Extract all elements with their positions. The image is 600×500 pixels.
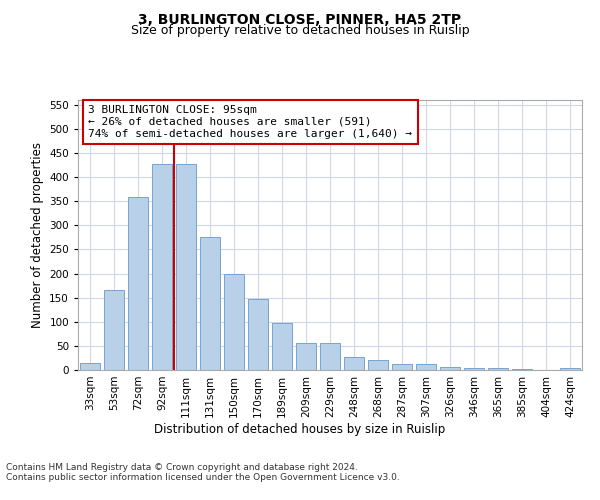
Text: Size of property relative to detached houses in Ruislip: Size of property relative to detached ho…	[131, 24, 469, 37]
Y-axis label: Number of detached properties: Number of detached properties	[31, 142, 44, 328]
Bar	[248, 298, 268, 370]
Bar	[392, 364, 412, 370]
Bar	[344, 356, 364, 370]
Bar	[152, 164, 172, 370]
Bar	[176, 164, 196, 370]
Bar	[464, 368, 484, 370]
Text: Distribution of detached houses by size in Ruislip: Distribution of detached houses by size …	[154, 422, 446, 436]
Bar	[560, 368, 580, 370]
Bar	[104, 290, 124, 370]
Bar	[224, 274, 244, 370]
Bar	[368, 360, 388, 370]
Text: Contains HM Land Registry data © Crown copyright and database right 2024.
Contai: Contains HM Land Registry data © Crown c…	[6, 462, 400, 482]
Bar	[416, 364, 436, 370]
Bar	[296, 344, 316, 370]
Text: 3 BURLINGTON CLOSE: 95sqm
← 26% of detached houses are smaller (591)
74% of semi: 3 BURLINGTON CLOSE: 95sqm ← 26% of detac…	[88, 106, 412, 138]
Bar	[488, 368, 508, 370]
Bar	[200, 238, 220, 370]
Text: 3, BURLINGTON CLOSE, PINNER, HA5 2TP: 3, BURLINGTON CLOSE, PINNER, HA5 2TP	[139, 12, 461, 26]
Bar	[320, 344, 340, 370]
Bar	[512, 369, 532, 370]
Bar	[128, 198, 148, 370]
Bar	[80, 363, 100, 370]
Bar	[272, 323, 292, 370]
Bar	[440, 366, 460, 370]
